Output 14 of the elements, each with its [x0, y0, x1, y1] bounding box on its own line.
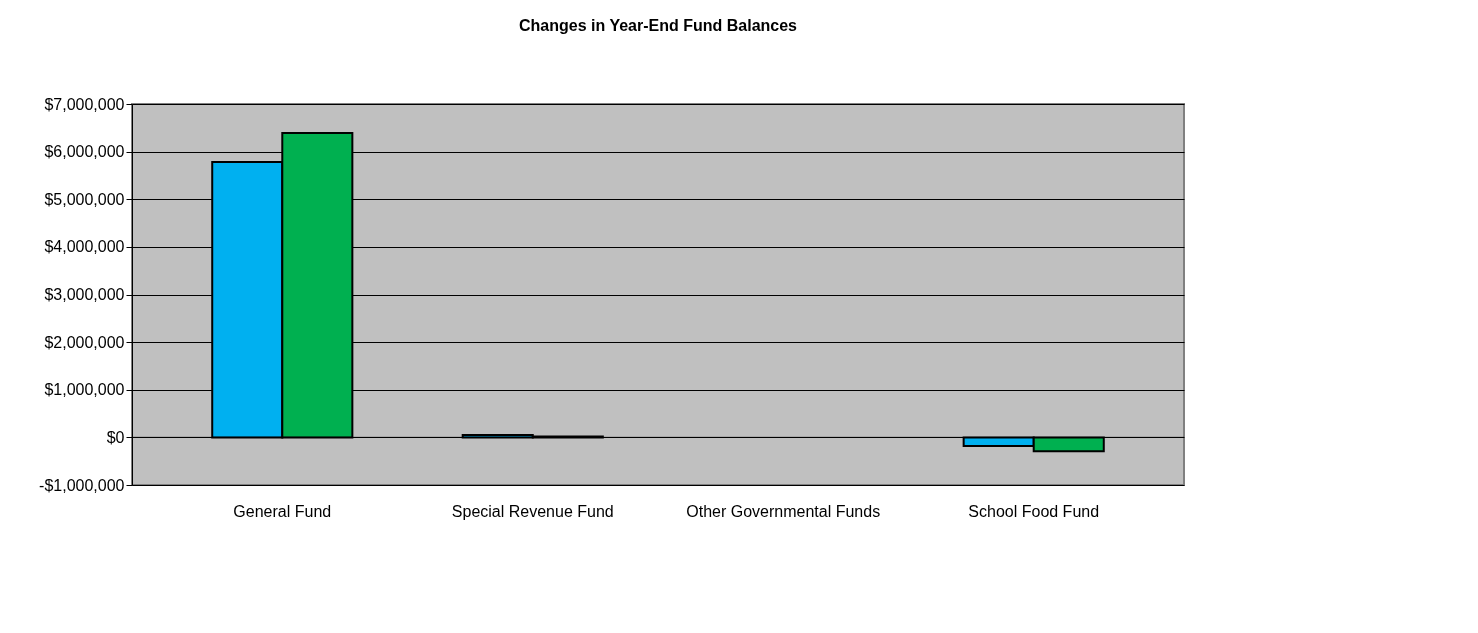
- y-tick-label: $3,000,000: [44, 286, 125, 303]
- y-tick-label: $6,000,000: [44, 143, 125, 161]
- x-tick-label: General Fund: [233, 502, 332, 520]
- y-tick-label: $2,000,000: [44, 333, 125, 351]
- y-tick-label: $0: [106, 428, 125, 446]
- y-tick-label: $7,000,000: [44, 95, 125, 113]
- x-tick-label: Special Revenue Fund: [451, 502, 614, 520]
- y-tick-label: $5,000,000: [44, 190, 125, 208]
- y-tick-label: -$1,000,000: [39, 476, 125, 494]
- y-tick-label: $1,000,000: [44, 381, 125, 399]
- chart-title: Changes in Year-End Fund Balances: [519, 17, 798, 34]
- x-tick-label: School Food Fund: [968, 502, 1100, 520]
- x-tick-label: Other Governmental Funds: [686, 502, 881, 520]
- y-tick-label: $4,000,000: [44, 238, 125, 256]
